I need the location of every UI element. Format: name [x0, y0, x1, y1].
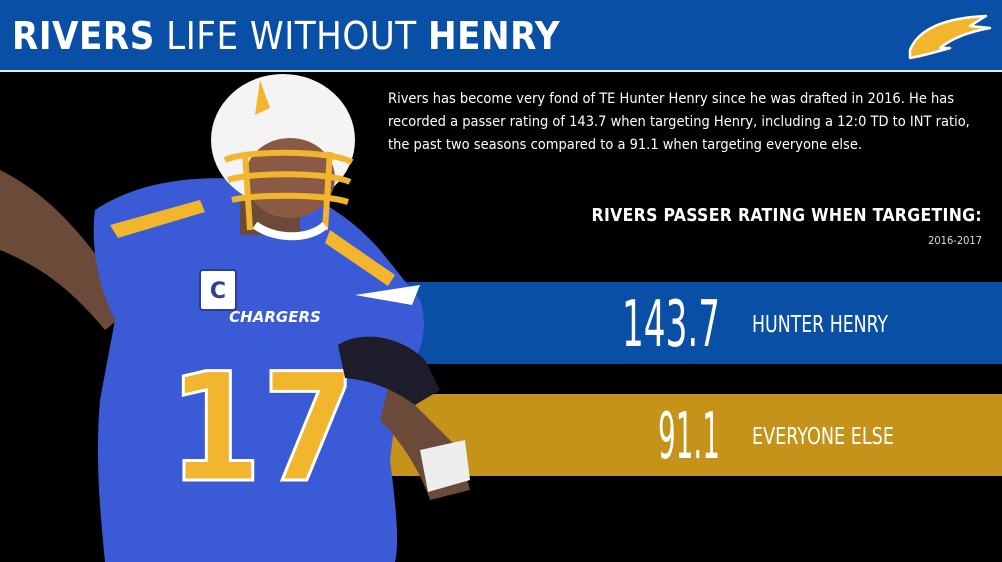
- chart-title: RIVERS PASSER RATING WHEN TARGETING:: [591, 206, 982, 226]
- category-label: HUNTER HENRY: [752, 312, 888, 338]
- jersey-text: CHARGERS: [229, 308, 321, 326]
- svg-text:C: C: [210, 279, 226, 304]
- title-rivers: RIVERS: [12, 14, 155, 58]
- chargers-bolt-logo: [908, 14, 992, 60]
- title-henry: HENRY: [428, 14, 561, 58]
- player-illustration: C CHARGERS 17: [0, 74, 470, 562]
- chart-subtitle: 2016-2017: [928, 234, 982, 247]
- title-life-without: LIFE WITHOUT: [166, 14, 417, 58]
- page-title: RIVERS LIFE WITHOUT HENRY: [12, 14, 560, 58]
- value-label: 143.7: [622, 288, 720, 362]
- value-label: 91.1: [658, 400, 720, 474]
- jersey-number: 17: [168, 342, 356, 516]
- description-text: Rivers has become very fond of TE Hunter…: [388, 91, 970, 153]
- title-banner: RIVERS LIFE WITHOUT HENRY: [0, 0, 1002, 72]
- category-label: EVERYONE ELSE: [752, 424, 894, 450]
